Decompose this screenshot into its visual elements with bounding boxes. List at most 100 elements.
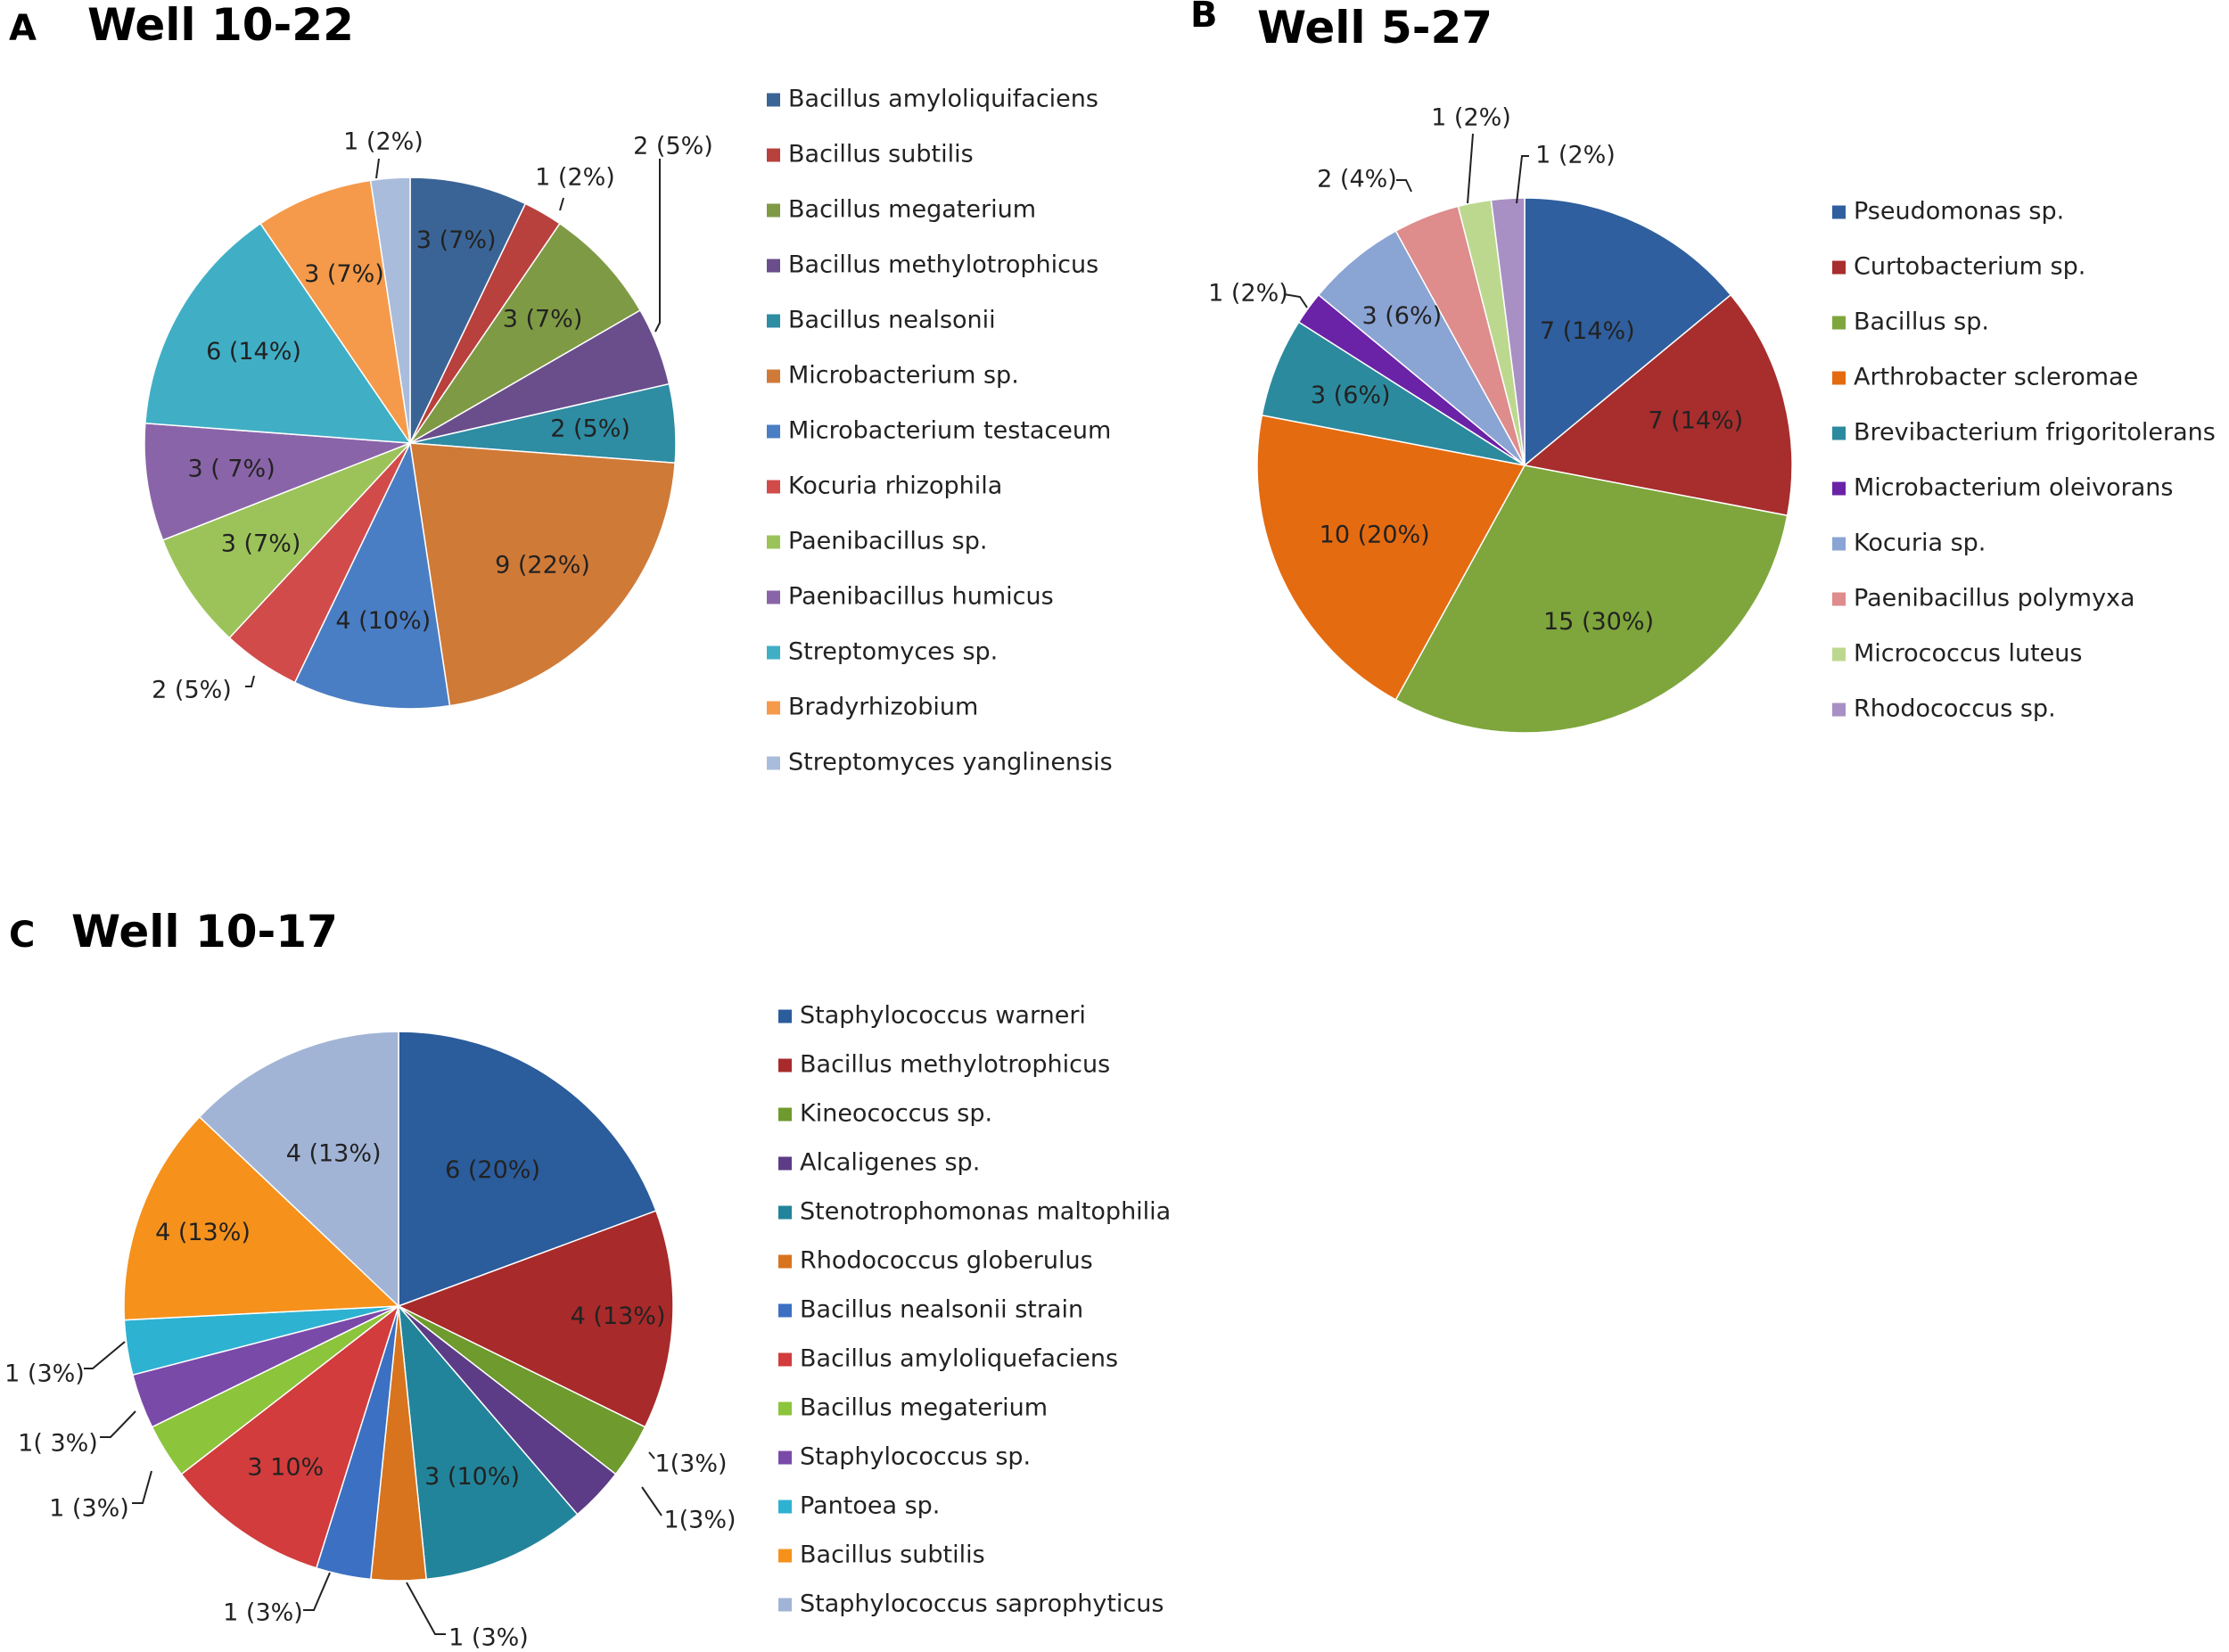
panel-b-slice-1 (1524, 197, 1732, 467)
panel-c-legend-swatch-8 (778, 1352, 792, 1367)
panel-b-slice-10 (1490, 197, 1526, 466)
panel-b-data-label-3: 15 (30%) (1543, 608, 1654, 636)
panel-a-legend-swatch-13 (767, 756, 780, 770)
panel-a-legend-swatch-9 (767, 535, 780, 549)
panel-c-legend-swatch-4 (778, 1156, 792, 1171)
panel-a-data-label-5: 2 (5%) (550, 415, 630, 442)
panel-b-legend: Pseudomonas sp. Curtobacterium sp. Bacillu… (1832, 198, 2216, 723)
panel-c-legend-swatch-10 (778, 1451, 792, 1465)
panel-a-data-label-4: 2 (5%) (633, 133, 713, 160)
panel-b-legend-swatch-4 (1832, 371, 1846, 385)
panel-a-legend-swatch-3 (767, 203, 780, 218)
panel-c-legend-label-9: Bacillus megaterium (800, 1394, 1048, 1422)
panel-b-legend-label-7: Kocuria sp. (1854, 530, 1986, 557)
panel-b-data-label-8: 2 (4%) (1317, 166, 1397, 193)
panel-a-data-label-11: 6 (14%) (206, 338, 301, 366)
panel-b-data-label-7: 3 (6%) (1361, 302, 1442, 330)
panel-a-legend-swatch-8 (767, 480, 780, 494)
panel-b-legend-label-8: Paenibacillus polymyxa (1854, 585, 2135, 612)
panel-a-legend-swatch-2 (767, 148, 780, 162)
panel-c-data-label-7: 1 (3%) (223, 1599, 303, 1627)
panel-a-slice-1 (409, 177, 527, 444)
panel-c-data-label-3: 1(3%) (654, 1451, 727, 1478)
panel-a-legend-swatch-7 (767, 424, 780, 439)
panel-c-legend-swatch-3 (778, 1107, 792, 1122)
panel-c-data-label-4: 1(3%) (663, 1507, 736, 1534)
panel-a-legend-swatch-12 (767, 701, 780, 715)
panel-c-slice-12 (123, 1115, 400, 1321)
panel-c-slice-2 (397, 1210, 674, 1428)
panel-a-slice-7 (293, 440, 451, 710)
panel-a-legend-label-10: Paenibacillus humicus (788, 583, 1054, 611)
panel-b-legend-swatch-10 (1832, 703, 1846, 717)
panel-c-legend-swatch-2 (778, 1058, 792, 1073)
panel-b-legend-swatch-3 (1832, 316, 1846, 330)
panel-a-legend-label-5: Bacillus nealsonii (788, 307, 996, 334)
panel-c-legend-label-5: Stenotrophomonas maltophilia (800, 1198, 1171, 1226)
panel-b-leader-line-6 (1283, 293, 1308, 308)
panel-c-legend-label-1: Staphylococcus warneri (800, 1002, 1086, 1030)
panel-b-slice-4 (1256, 414, 1526, 701)
panel-c-slice-5 (398, 1303, 579, 1581)
panel-b-leader-line-10 (1516, 155, 1529, 204)
panel-c-data-label-2: 4 (13%) (571, 1303, 666, 1330)
panel-b-data-label-6: 1 (2%) (1208, 280, 1288, 308)
panel-b-legend-label-10: Rhodococcus sp. (1854, 695, 2056, 723)
panel-c-data-label-5: 3 (10%) (424, 1463, 520, 1491)
panel-b-legend-swatch-7 (1832, 537, 1846, 551)
panel-c-legend-label-8: Bacillus amyloliquefaciens (800, 1345, 1118, 1373)
panel-a-data-label-8: 2 (5%) (152, 677, 232, 704)
panel-c-data-label-13: 4 (13%) (286, 1140, 382, 1168)
panel-b-slice-2 (1523, 293, 1793, 517)
panel-c-data-label-10: 1( 3%) (18, 1430, 98, 1458)
panel-c-legend: Staphylococcus warneri Bacillus methylotr… (778, 1002, 1171, 1618)
panel-b-data-label-4: 10 (20%) (1320, 522, 1430, 549)
panel-c-leader-line-4 (641, 1486, 662, 1516)
panel-a-data-label-12: 3 (7%) (304, 260, 384, 288)
panel-c-legend-label-7: Bacillus nealsonii strain (800, 1296, 1083, 1324)
panel-c-legend-swatch-13 (778, 1598, 792, 1612)
panel-a-slice-10 (144, 422, 411, 541)
panel-c-legend-label-10: Staphylococcus sp. (800, 1443, 1031, 1471)
panel-a-title: Well 10-22 (87, 0, 354, 51)
panel-b-legend-swatch-8 (1832, 592, 1846, 606)
panel-b-legend-label-3: Bacillus sp. (1854, 308, 1989, 336)
panel-c-title: Well 10-17 (71, 906, 338, 958)
panel-c: C Well 10-17 6 (20%) 4 (13%) 1(3%) 1(3%) 3 (10… (4, 906, 1171, 1652)
panel-b-letter: B (1190, 0, 1218, 36)
panel-a-legend: Bacillus amyloliquifaciens Bacillus subti… (767, 86, 1113, 777)
panel-a-data-label-13: 1 (2%) (343, 128, 424, 156)
panel-a-legend-label-12: Bradyrhizobium (788, 694, 978, 721)
panel-c-legend-swatch-7 (778, 1303, 792, 1318)
panel-b-legend-swatch-5 (1832, 426, 1846, 440)
panel-c-leader-line-10 (100, 1410, 136, 1438)
panel-a-legend-label-13: Streptomyces yanglinensis (788, 749, 1113, 777)
panel-a-legend-swatch-4 (767, 259, 780, 273)
panel-a-slice-13 (369, 177, 411, 444)
panel-a-legend-swatch-11 (767, 645, 780, 660)
panel-c-legend-swatch-9 (778, 1401, 792, 1416)
panel-a-legend-swatch-6 (767, 369, 780, 383)
panel-c-legend-label-13: Staphylococcus saprophyticus (800, 1590, 1164, 1618)
panel-b-slice-3 (1394, 464, 1789, 734)
panel-b-legend-swatch-2 (1832, 260, 1846, 275)
panel-a-legend-label-7: Microbacterium testaceum (788, 417, 1111, 445)
panel-c-legend-label-2: Bacillus methylotrophicus (800, 1051, 1110, 1079)
panel-b-legend-label-4: Arthrobacter scleromae (1854, 364, 2138, 391)
panel-b-legend-label-2: Curtobacterium sp. (1854, 253, 2085, 281)
panel-c-data-label-9: 1 (3%) (49, 1495, 129, 1523)
panel-a-leader-line-8 (245, 675, 255, 687)
panel-a-data-label-7: 4 (10%) (335, 607, 431, 635)
panel-b-data-label-5: 3 (6%) (1311, 382, 1391, 409)
panel-b-title: Well 5-27 (1257, 2, 1493, 53)
panel-a-leader-line-4 (654, 159, 661, 333)
panel-c-legend-label-6: Rhodococcus globerulus (800, 1247, 1093, 1275)
panel-c-legend-swatch-5 (778, 1205, 792, 1220)
panel-a-slice-9 (161, 442, 411, 639)
panel-a-slice-11 (144, 222, 412, 444)
panel-b-data-label-2: 7 (14%) (1648, 407, 1743, 434)
panel-c-legend-swatch-1 (778, 1009, 792, 1023)
panel-a-data-label-1: 3 (7%) (416, 226, 497, 254)
panel-a-legend-swatch-1 (767, 93, 780, 107)
panel-c-slice-13 (198, 1031, 399, 1308)
